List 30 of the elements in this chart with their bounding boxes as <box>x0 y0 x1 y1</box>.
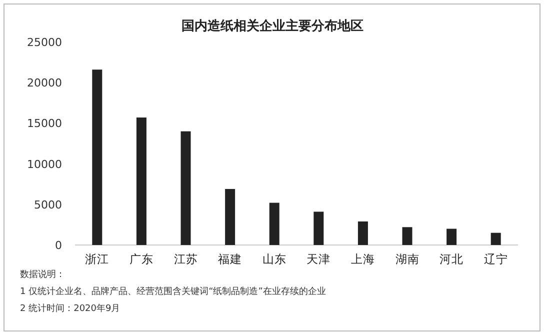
y-tick-label: 0 <box>55 239 62 252</box>
bar <box>180 131 191 245</box>
y-tick-label: 25000 <box>27 36 62 49</box>
bar <box>314 212 324 245</box>
x-tick-label: 辽宁 <box>484 252 508 266</box>
x-tick-label: 天津 <box>306 252 331 266</box>
x-tick-label: 江苏 <box>174 252 198 266</box>
x-tick-label: 福建 <box>218 252 242 266</box>
x-tick-label: 湖南 <box>395 252 420 266</box>
x-tick-label: 上海 <box>350 252 375 266</box>
x-tick-label: 广东 <box>129 252 154 266</box>
y-tick-label: 10000 <box>27 158 62 171</box>
y-tick-label: 5000 <box>34 198 62 212</box>
x-tick-label: 河北 <box>440 252 464 266</box>
y-tick-label: 15000 <box>27 117 62 130</box>
bar <box>269 202 280 245</box>
text: 数据说明： <box>20 269 65 280</box>
bar <box>358 221 368 245</box>
x-tick-label: 浙江 <box>85 252 110 266</box>
bar <box>490 232 501 245</box>
text: 1 仅统计企业名、品牌产品、经营范围含关键词“纸制品制造”在业存续的企业 <box>20 286 326 297</box>
text: 2 统计时间：2020年9月 <box>20 303 120 314</box>
bar <box>225 188 236 245</box>
x-tick-label: 山东 <box>262 252 286 266</box>
y-tick-label: 20000 <box>27 76 62 90</box>
bar <box>136 118 146 245</box>
bar <box>402 227 412 245</box>
bar <box>446 228 457 245</box>
chart-title: 国内造纸相关企业主要分布地区 <box>182 18 364 34</box>
bar <box>92 70 102 245</box>
